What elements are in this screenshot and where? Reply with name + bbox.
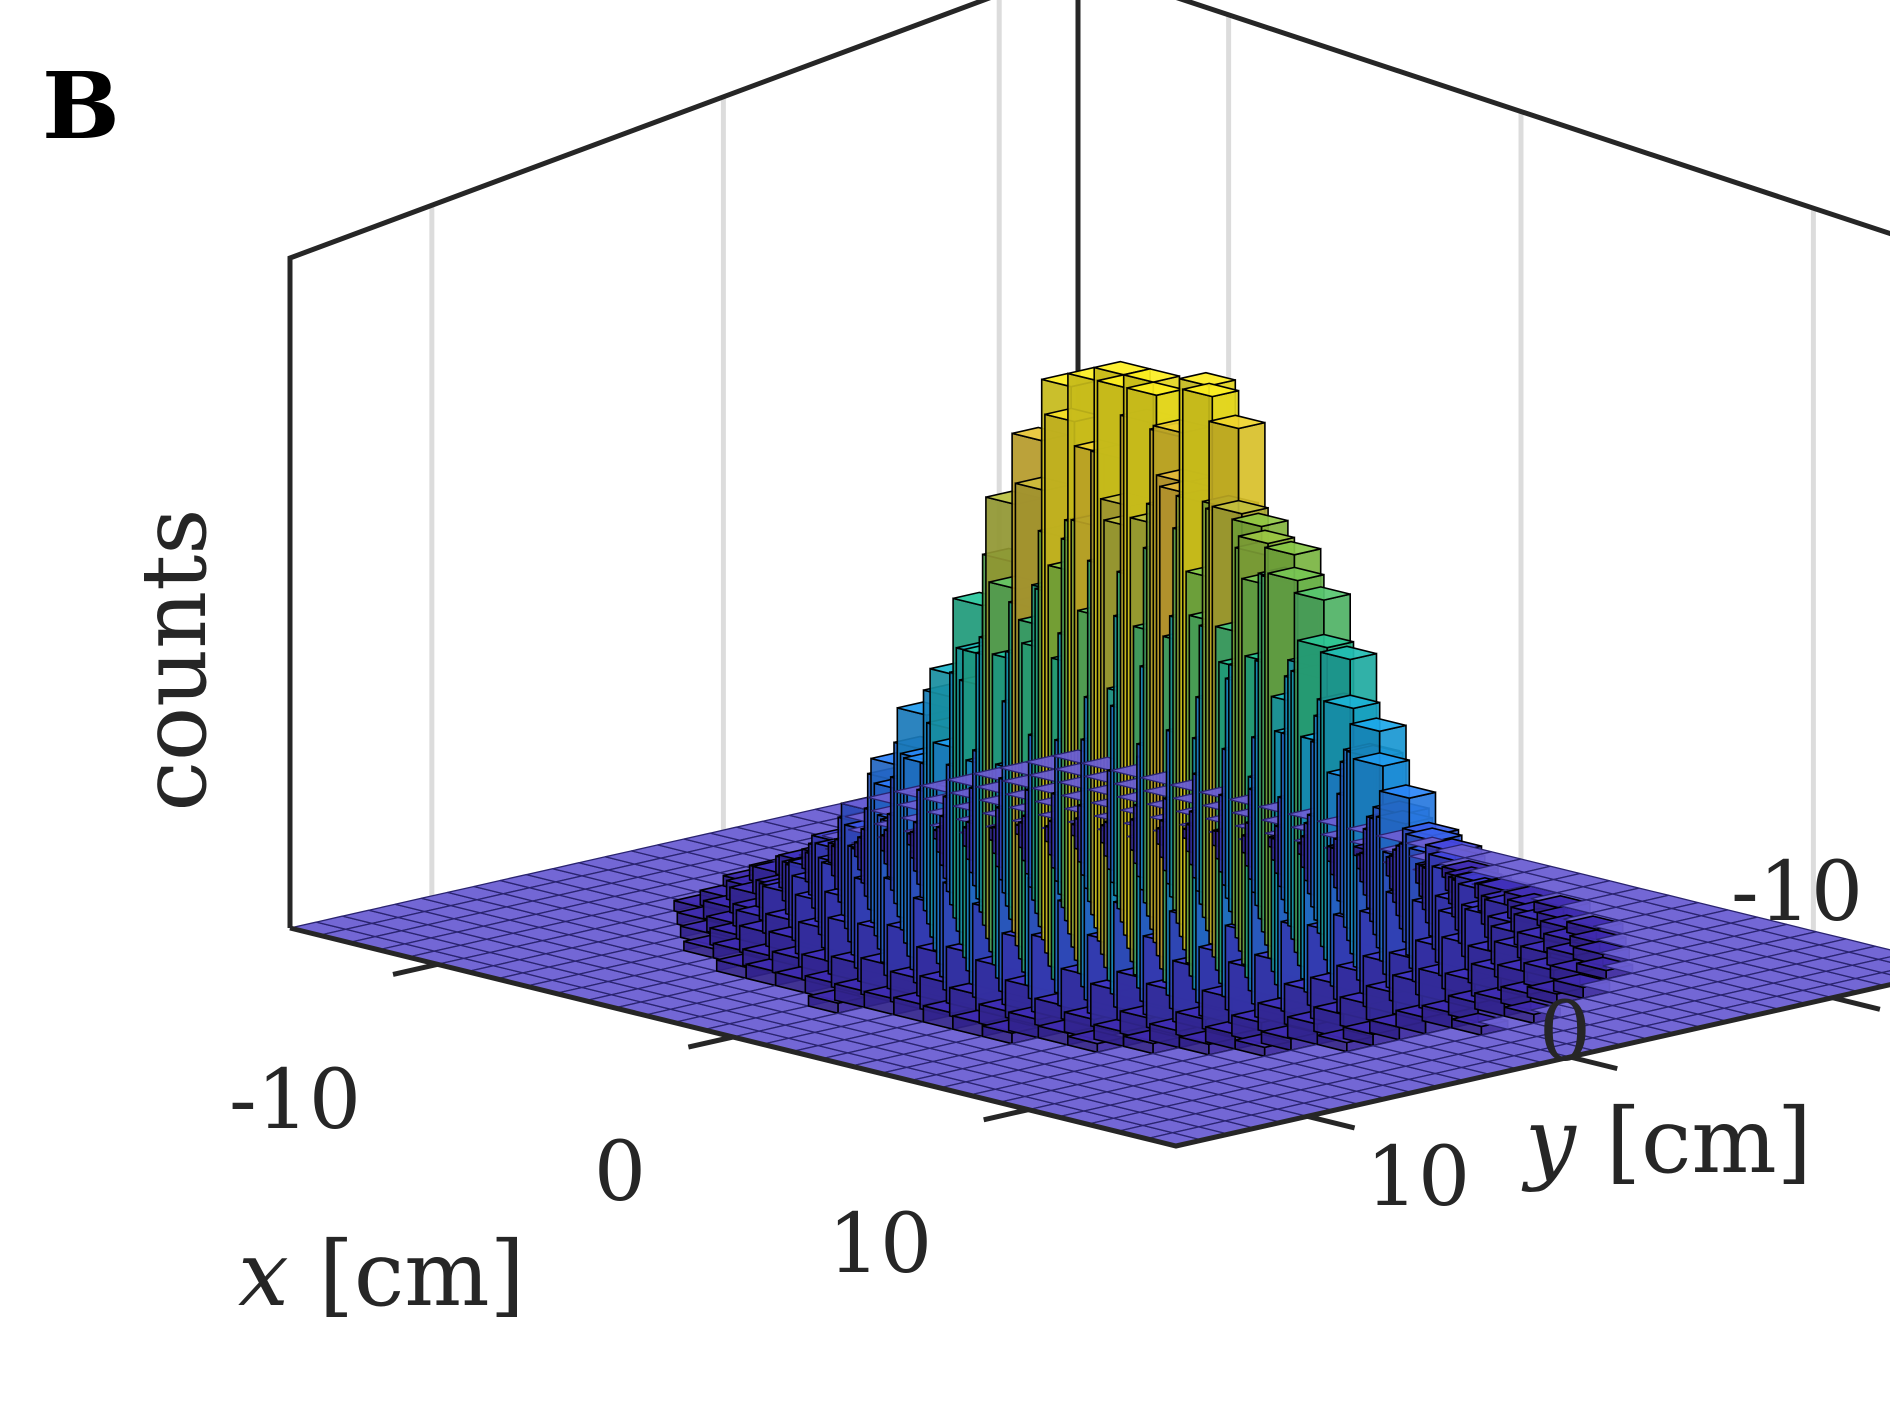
x-tick bbox=[983, 1107, 1029, 1123]
histogram-bars bbox=[289, 360, 1890, 1147]
y-tick bbox=[1832, 995, 1881, 1012]
box-edge bbox=[287, 0, 1890, 928]
x-tick-label: 10 bbox=[828, 1197, 932, 1292]
axis-ticks bbox=[392, 961, 1881, 1131]
x-tick bbox=[392, 961, 439, 977]
z-axis-label: counts bbox=[122, 509, 227, 812]
y-tick-label: -10 bbox=[1731, 845, 1863, 940]
y-tick bbox=[1569, 1054, 1618, 1072]
x-tick-label: 0 bbox=[594, 1125, 646, 1220]
box-edge bbox=[289, 925, 1890, 1149]
histogram-bar bbox=[1878, 956, 1890, 963]
panel-label: B bbox=[42, 52, 120, 160]
y-axis-label: y [cm] bbox=[1521, 1089, 1812, 1194]
front-box-edges bbox=[289, 925, 1890, 1149]
x-axis-label: x [cm] bbox=[238, 1222, 525, 1327]
histogram-bar bbox=[1881, 970, 1890, 976]
y-tick bbox=[1306, 1113, 1356, 1131]
x-tick-label: -10 bbox=[229, 1053, 361, 1148]
y-tick-label: 0 bbox=[1539, 985, 1591, 1080]
x-tick bbox=[687, 1034, 734, 1050]
y-tick-label: 10 bbox=[1366, 1130, 1470, 1225]
